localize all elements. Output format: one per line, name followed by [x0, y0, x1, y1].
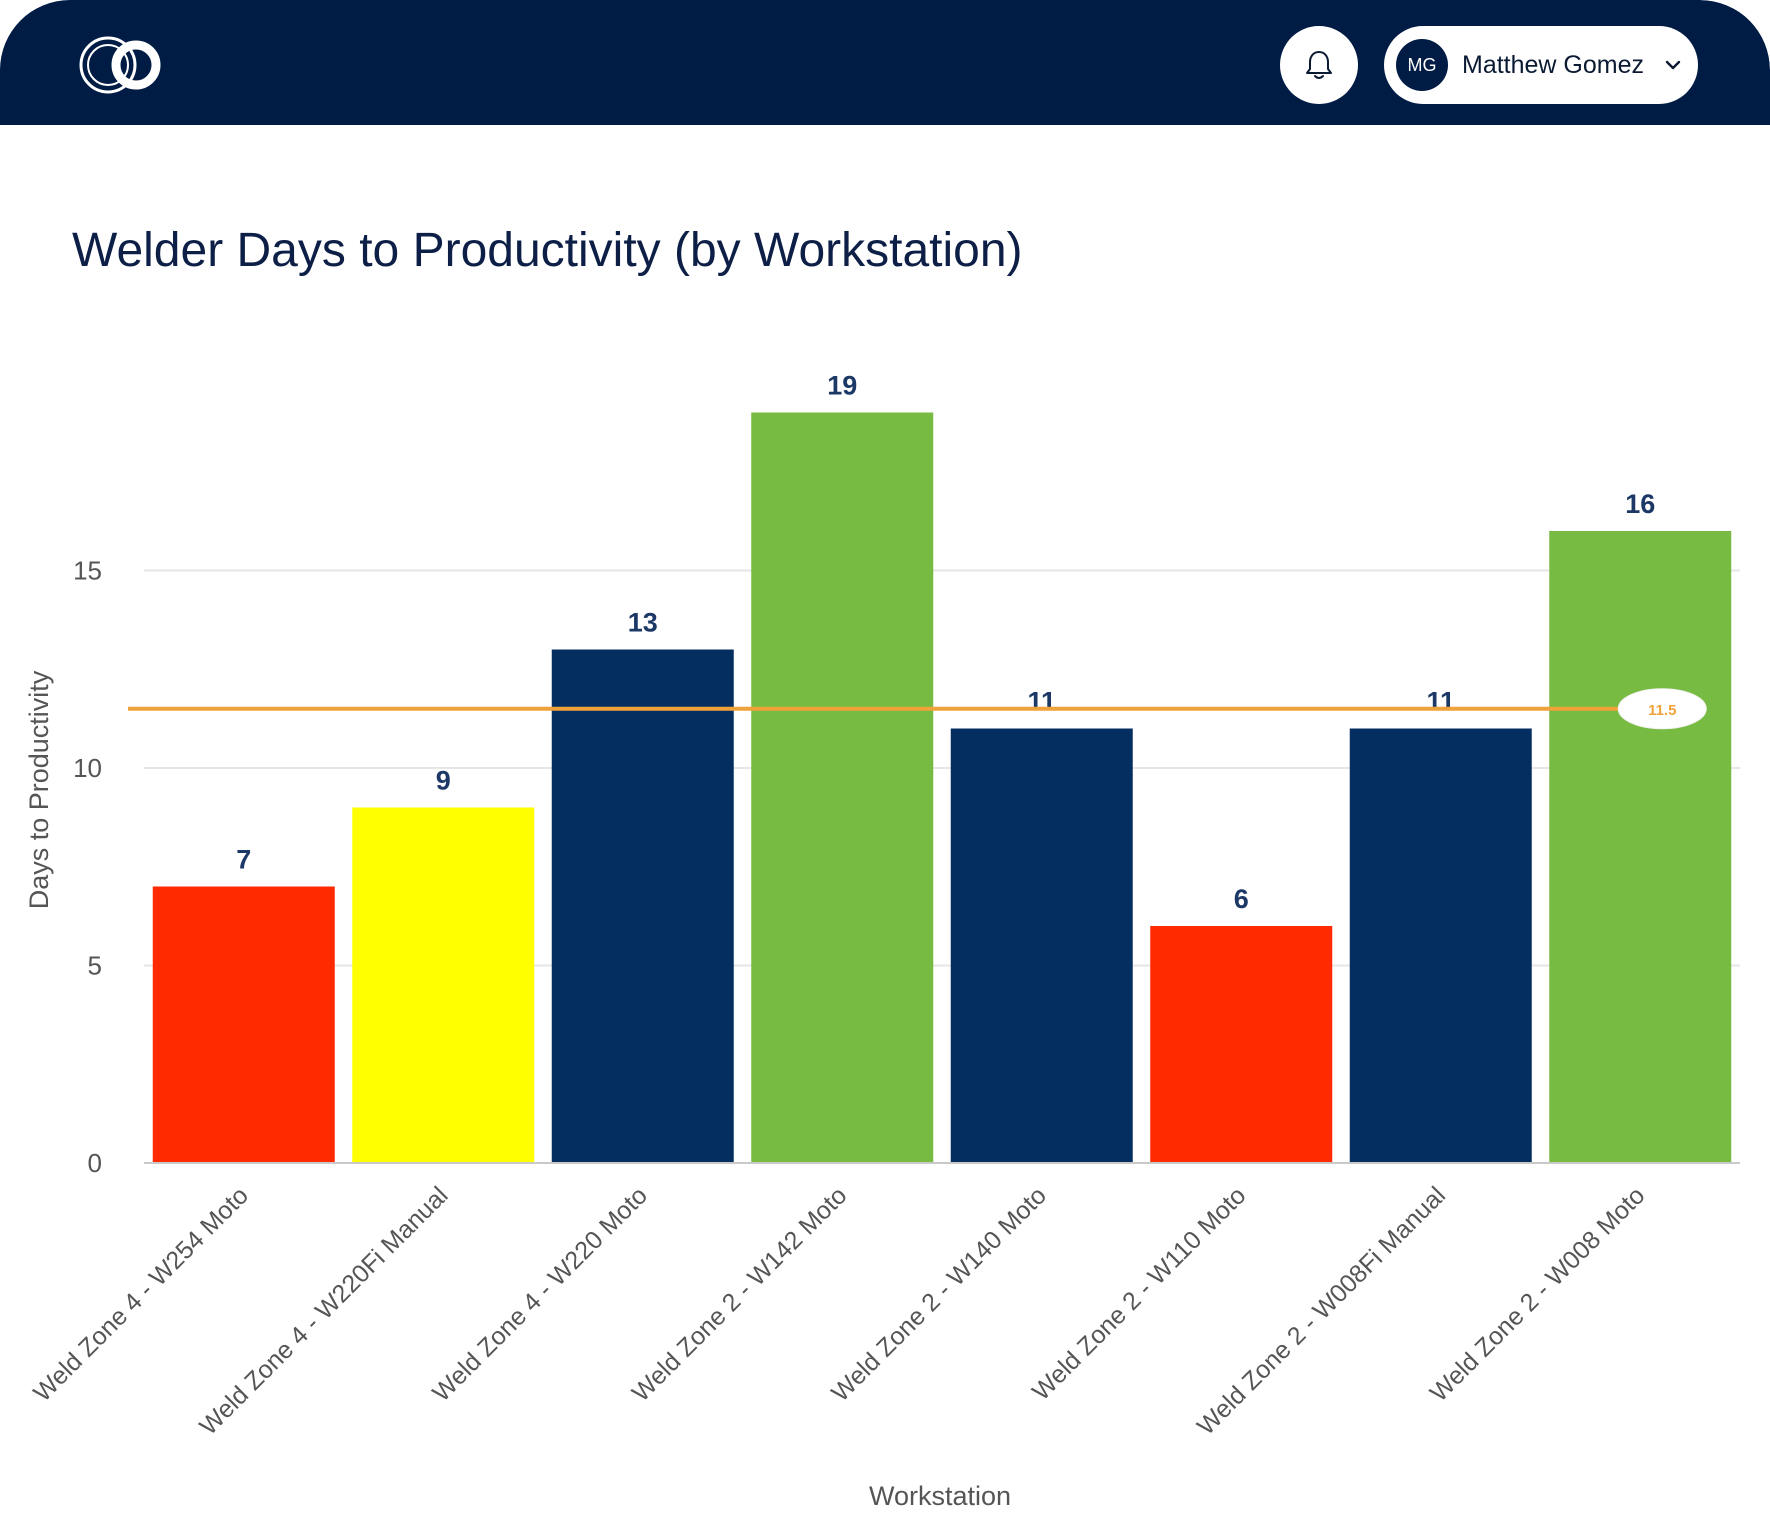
x-tick-label: Weld Zone 4 - W220 Moto	[427, 1181, 653, 1407]
x-tick-label: Weld Zone 2 - W008 Moto	[1425, 1181, 1651, 1407]
bar-value-label: 19	[827, 371, 857, 401]
bar[interactable]	[152, 886, 335, 1164]
y-axis-title: Days to Productivity	[24, 670, 54, 909]
top-navigation-bar: MG Matthew Gomez	[0, 0, 1770, 125]
x-tick-label: Weld Zone 2 - W110 Moto	[1027, 1181, 1251, 1405]
x-axis-title: Workstation	[869, 1481, 1011, 1511]
bar[interactable]	[1349, 728, 1532, 1164]
x-tick-label: Weld Zone 4 - W254 Moto	[28, 1181, 254, 1407]
reference-line-label: 11.5	[1648, 702, 1676, 719]
y-tick-label: 0	[88, 1148, 102, 1178]
page-title: Welder Days to Productivity (by Workstat…	[72, 224, 1023, 277]
bar[interactable]	[551, 649, 734, 1164]
bar[interactable]	[1150, 926, 1333, 1163]
bar-value-label: 13	[628, 608, 658, 638]
bars-layer	[152, 412, 1732, 1164]
labels-layer: 7 9 13 19 11 6 11 16	[236, 371, 1655, 915]
user-name: Matthew Gomez	[1462, 50, 1645, 79]
bar-value-label: 7	[236, 845, 251, 875]
bar-value-label: 16	[1625, 489, 1655, 519]
bar-value-label: 9	[436, 766, 451, 796]
avatar: MG	[1396, 39, 1448, 91]
bar-value-label: 11	[1426, 687, 1455, 717]
x-tick-label: Weld Zone 2 - W142 Moto	[627, 1181, 853, 1407]
bar-value-label: 11	[1027, 687, 1056, 717]
reference-line-badge	[1617, 688, 1707, 730]
bar[interactable]	[950, 728, 1133, 1164]
interlocking-circles-logo[interactable]	[78, 30, 174, 100]
x-tick-label: Weld Zone 2 - W140 Moto	[826, 1181, 1052, 1407]
bar[interactable]	[751, 412, 934, 1164]
y-tick-label: 5	[88, 951, 102, 981]
chevron-down-icon	[1664, 56, 1682, 74]
bell-icon	[1306, 51, 1332, 79]
y-tick-label: 10	[73, 753, 102, 783]
y-tick-label: 15	[73, 556, 102, 586]
bar[interactable]	[1549, 531, 1732, 1163]
bar-value-label: 6	[1234, 884, 1249, 914]
bar[interactable]	[352, 807, 535, 1164]
user-menu-button[interactable]: MG Matthew Gomez	[1384, 26, 1698, 104]
reference-layer: 11.5	[128, 688, 1707, 730]
notifications-button[interactable]	[1280, 26, 1358, 104]
